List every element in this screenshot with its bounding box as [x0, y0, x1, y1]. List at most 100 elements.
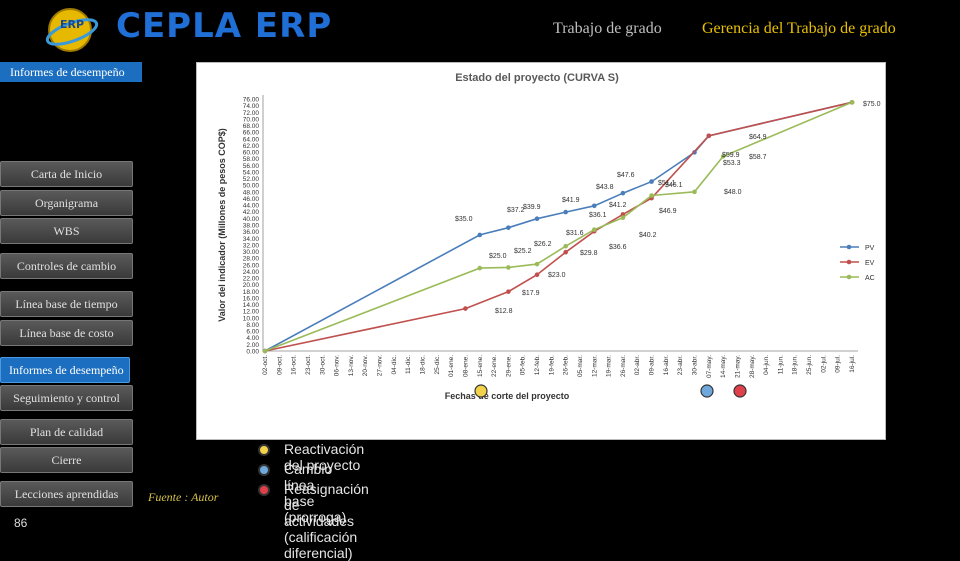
data-point-PV	[477, 232, 483, 238]
legend-label-AC: AC	[865, 275, 875, 282]
y-tick-label: 8.00	[246, 322, 259, 329]
legend-marker-EV	[846, 259, 852, 265]
data-label: $58.7	[749, 154, 767, 161]
series-line-EV	[264, 101, 853, 352]
x-tick-label: 23-abr.	[677, 355, 684, 375]
nav-item-6[interactable]: Informes de desempeño	[0, 357, 130, 383]
x-tick-label: 09-abr.	[649, 355, 656, 375]
data-point-AC	[692, 189, 697, 195]
y-axis-label: Valor del indicador (Millones de pesos C…	[217, 128, 227, 322]
legend-marker-PV	[846, 244, 852, 250]
x-tick-label: 02-oct.	[262, 355, 269, 375]
y-tick-label: 58.00	[243, 156, 260, 163]
x-tick-label: 26-feb.	[563, 355, 570, 375]
y-tick-label: 34.00	[243, 236, 260, 243]
data-label: $51.1	[658, 180, 676, 187]
x-tick-label: 15-ene.	[477, 355, 484, 377]
y-tick-label: 24.00	[243, 269, 260, 276]
data-label: $47.6	[617, 172, 635, 179]
y-tick-label: 28.00	[243, 256, 260, 263]
s-curve-chart: Estado del proyecto (CURVA S) Valor del i…	[217, 72, 881, 401]
nav-item-8[interactable]: Plan de calidad	[0, 419, 133, 445]
y-tick-label: 46.00	[243, 196, 260, 203]
y-tick-label: 32.00	[243, 242, 260, 249]
nav-item-1[interactable]: Organigrama	[0, 190, 133, 216]
data-point-AC	[720, 154, 726, 159]
x-tick-label: 04-jun.	[763, 355, 770, 375]
x-tick-label: 22-ene.	[491, 355, 498, 377]
data-label: $23.0	[548, 272, 566, 279]
chart-title: Estado del proyecto (CURVA S)	[455, 72, 619, 84]
nav-item-7[interactable]: Seguimiento y control	[0, 385, 133, 411]
breadcrumb-course[interactable]: Trabajo de grado	[553, 20, 662, 37]
x-tick-label: 09-oct.	[276, 355, 283, 375]
x-tick-label: 23-oct.	[305, 355, 312, 375]
y-tick-label: 64.00	[243, 136, 260, 143]
data-point-PV	[649, 179, 654, 184]
x-tick-label: 02-abr.	[634, 355, 641, 375]
nav-item-2[interactable]: WBS	[0, 218, 133, 244]
legend-marker-0	[258, 444, 270, 456]
x-tick-label: 02-jul.	[820, 355, 827, 373]
data-label: $31.6	[566, 230, 584, 237]
data-label: $43.8	[596, 184, 614, 191]
source-note: Fuente : Autor	[148, 490, 219, 504]
x-tick-label: 29-ene.	[505, 355, 512, 377]
nav-item-10[interactable]: Lecciones aprendidas	[0, 481, 133, 507]
nav-item-4[interactable]: Línea base de tiempo	[0, 291, 133, 317]
y-tick-label: 40.00	[243, 216, 260, 223]
data-point-AC	[477, 265, 483, 271]
data-label: $75.0	[863, 101, 881, 108]
chart-panel: Estado del proyecto (CURVA S) Valor del i…	[196, 62, 886, 440]
logo: ERP	[42, 6, 102, 52]
breadcrumb-section[interactable]: Gerencia del Trabajo de grado	[702, 20, 896, 37]
x-tick-label: 27-nov.	[377, 355, 384, 376]
x-tick-label: 18-jun.	[792, 355, 799, 375]
x-tick-label: 25-dic.	[434, 355, 441, 375]
x-tick-label: 19-mar.	[606, 355, 613, 377]
header-bar	[0, 0, 960, 60]
nav-item-5[interactable]: Línea base de costo	[0, 320, 133, 346]
y-tick-label: 14.00	[243, 302, 260, 309]
x-tick-label: 30-abr.	[692, 355, 699, 375]
nav-item-9[interactable]: Cierre	[0, 447, 133, 473]
data-label: $12.8	[495, 308, 513, 315]
data-label: $64.9	[749, 134, 767, 141]
x-tick-label: 16-jul.	[849, 355, 856, 373]
data-point-AC	[563, 243, 568, 249]
data-label: $35.0	[455, 216, 473, 223]
x-tick-label: 19-feb.	[548, 355, 555, 375]
legend-note-2: Reasignación de actividades (calificació…	[284, 481, 369, 561]
nav-item-3[interactable]: Controles de cambio	[0, 253, 133, 279]
legend-marker-2	[258, 484, 270, 496]
y-tick-label: 6.00	[246, 329, 259, 336]
x-axis-label: Fechas de corte del proyecto	[445, 391, 570, 401]
y-tick-label: 66.00	[243, 130, 260, 137]
data-label: $46.9	[659, 208, 677, 215]
y-tick-label: 4.00	[246, 335, 259, 342]
x-tick-label: 13-nov.	[348, 355, 355, 376]
data-label: $39.9	[523, 204, 541, 211]
x-tick-label: 30-oct.	[319, 355, 326, 375]
data-point-PV	[620, 190, 626, 196]
data-label: $53.3	[723, 160, 741, 167]
y-tick-label: 36.00	[243, 229, 260, 236]
nav-item-0[interactable]: Carta de Inicio	[0, 161, 133, 187]
y-tick-label: 62.00	[243, 143, 260, 150]
svg-text:ERP: ERP	[60, 18, 84, 31]
legend-marker-1	[258, 464, 270, 476]
x-tick-label: 04-dic.	[391, 355, 398, 375]
y-tick-label: 16.00	[243, 295, 260, 302]
data-label: $48.0	[724, 189, 742, 196]
y-tick-label: 56.00	[243, 163, 260, 170]
data-label: $41.2	[609, 202, 627, 209]
y-tick-label: 74.00	[243, 103, 260, 110]
x-tick-label: 12-feb.	[534, 355, 541, 375]
data-point-AC	[534, 261, 540, 267]
y-tick-label: 68.00	[243, 123, 260, 130]
y-tick-label: 60.00	[243, 150, 260, 157]
data-label: $25.2	[514, 248, 532, 255]
x-tick-label: 28-may.	[749, 355, 756, 378]
legend-label-PV: PV	[865, 245, 875, 252]
y-tick-label: 10.00	[243, 315, 260, 322]
